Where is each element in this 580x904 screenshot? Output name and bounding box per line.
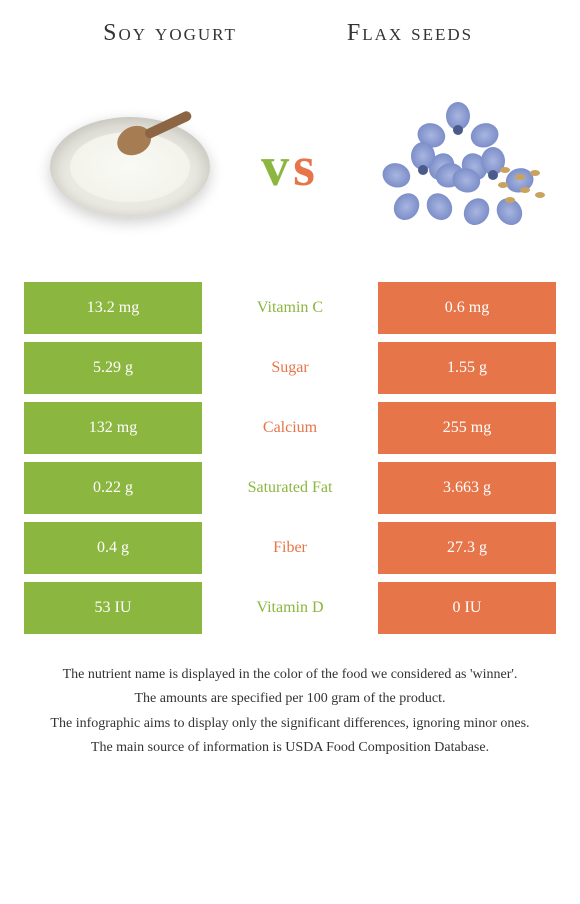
table-row: 132 mgCalcium255 mg [24, 402, 556, 454]
right-value: 1.55 g [378, 342, 556, 394]
nutrient-label: Vitamin D [202, 582, 378, 634]
right-value: 0 IU [378, 582, 556, 634]
right-value: 27.3 g [378, 522, 556, 574]
table-row: 0.4 gFiber27.3 g [24, 522, 556, 574]
left-food-title: Soy yogurt [50, 20, 290, 47]
footer-line: The amounts are specified per 100 gram o… [30, 688, 550, 710]
nutrient-label: Calcium [202, 402, 378, 454]
footer-notes: The nutrient name is displayed in the co… [20, 664, 560, 760]
left-value: 53 IU [24, 582, 202, 634]
left-value: 0.4 g [24, 522, 202, 574]
footer-line: The infographic aims to display only the… [30, 713, 550, 735]
footer-line: The main source of information is USDA F… [30, 737, 550, 759]
nutrient-label: Sugar [202, 342, 378, 394]
right-value: 255 mg [378, 402, 556, 454]
vs-label: vs [261, 135, 319, 199]
flax-seeds-image [360, 92, 540, 242]
right-value: 0.6 mg [378, 282, 556, 334]
nutrient-label: Fiber [202, 522, 378, 574]
left-value: 0.22 g [24, 462, 202, 514]
right-value: 3.663 g [378, 462, 556, 514]
right-food-title: Flax seeds [290, 20, 530, 47]
left-value: 13.2 mg [24, 282, 202, 334]
header: Soy yogurt Flax seeds [20, 20, 560, 47]
table-row: 53 IUVitamin D0 IU [24, 582, 556, 634]
nutrient-label: Saturated Fat [202, 462, 378, 514]
left-value: 132 mg [24, 402, 202, 454]
soy-yogurt-image [40, 92, 220, 242]
footer-line: The nutrient name is displayed in the co… [30, 664, 550, 686]
nutrient-table: 13.2 mgVitamin C0.6 mg5.29 gSugar1.55 g1… [24, 282, 556, 634]
left-value: 5.29 g [24, 342, 202, 394]
nutrient-label: Vitamin C [202, 282, 378, 334]
images-row: vs [20, 77, 560, 257]
table-row: 13.2 mgVitamin C0.6 mg [24, 282, 556, 334]
table-row: 0.22 gSaturated Fat3.663 g [24, 462, 556, 514]
table-row: 5.29 gSugar1.55 g [24, 342, 556, 394]
